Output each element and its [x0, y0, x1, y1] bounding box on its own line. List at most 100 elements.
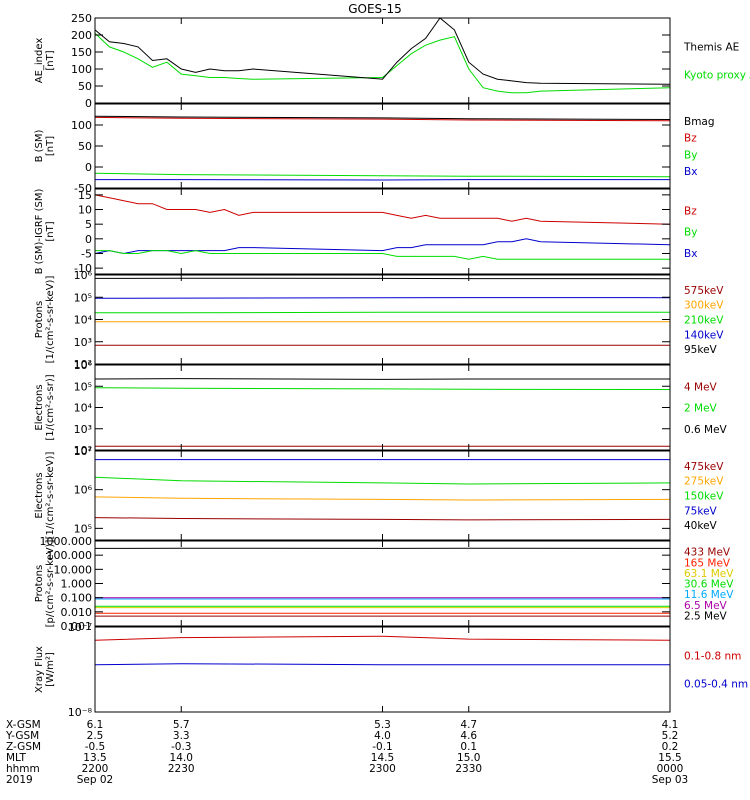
panel-frame	[94, 364, 671, 451]
y-tick-label: 10⁵	[74, 380, 92, 393]
ephem-value: -0.5	[85, 741, 106, 753]
y-axis-label: Xray Flux	[34, 646, 45, 693]
panel-xray: 10⁻⁸ 10⁻⁷ Xray Flux [W/m²] 0.1-0.8 nm 0.05-0.…	[34, 621, 748, 719]
legend-433-mev: 433 MeV	[684, 547, 731, 559]
ephem-value: -0.1	[372, 741, 393, 753]
legend-300kev: 300keV	[684, 300, 724, 312]
y-axis-label: B (SM)	[34, 129, 45, 162]
y-tick-label: 50	[78, 140, 92, 153]
legend-bz: Bz	[684, 133, 697, 145]
panel-protons1: 10² 10³ 10⁴ 10⁵ 10⁶ Protons [1/(cm²-s-sr-keV)]…	[34, 269, 724, 371]
y-tick-label: 10²	[74, 358, 92, 371]
legend-165-mev: 165 MeV	[684, 557, 731, 569]
series-line-0-6-mev	[94, 378, 670, 380]
legend-4-mev: 4 MeV	[684, 381, 718, 393]
series-line-bmag	[94, 115, 671, 120]
ephem-value: 4.0	[374, 730, 391, 742]
panel-electrons1: 10² 10³ 10⁴ 10⁵ 10⁶ Electrons [1/(cm²-s-sr)] 4 …	[34, 359, 728, 457]
y-tick-label: 10⁴	[74, 402, 93, 415]
ephem-row-label: Y-GSM	[5, 730, 39, 742]
y-axis-label: [nT]	[45, 136, 56, 156]
ephem-value: -0.3	[171, 741, 192, 753]
y-tick-label: 50	[78, 80, 92, 93]
ephem-value: 5.3	[374, 719, 391, 731]
legend-themis-ae: Themis AE	[683, 41, 739, 53]
legend-11-6-mev: 11.6 MeV	[684, 589, 734, 601]
y-tick-label: 1.000	[61, 578, 93, 591]
panel-ae: 0 50 100 150 200 250 AE_index [nT] Themis AE Kyot…	[34, 12, 750, 110]
y-tick-label: 10.000	[54, 563, 93, 576]
y-tick-label: 0	[85, 97, 92, 110]
y-tick-label: 10⁵	[74, 291, 92, 304]
ephem-value: 2200	[82, 763, 109, 775]
legend-150kev: 150keV	[684, 491, 724, 503]
legend-2-mev: 2 MeV	[684, 403, 718, 415]
y-tick-label: 1000.000	[40, 535, 93, 548]
y-tick-label: 10⁶	[74, 269, 93, 282]
ephem-value: 6.1	[87, 719, 104, 731]
ephem-row-label: hhmm	[6, 763, 40, 775]
legend-30-6-mev: 30.6 MeV	[684, 579, 734, 591]
series-line-0-1-0-8-nm	[94, 635, 671, 641]
ephem-value: 0.1	[460, 741, 477, 753]
ephem-value: 2300	[369, 763, 396, 775]
series-line-2-mev	[94, 387, 671, 390]
panel-bigrf: -10 -50 510 15 B (SM)-IGRF (SM) [nT] Bz By Bx	[34, 188, 697, 275]
y-axis-label: [nT]	[45, 221, 56, 241]
y-tick-label: 5	[85, 218, 92, 231]
y-axis-label: [1/(cm²-s-sr-keV)]	[45, 452, 56, 540]
y-tick-label: -50	[74, 182, 92, 195]
y-axis-label: AE_index	[34, 38, 45, 84]
ephemeris-table: X-GSM 6.1 5.7 5.3 4.7 4.1 Y-GSM 2.5 3.3 4.0 4.6 5.2…	[5, 719, 688, 786]
y-axis-label: [1/(cm²-s-sr-keV)]	[45, 276, 56, 364]
ephem-value: 4.6	[460, 730, 477, 742]
panel-frame	[94, 274, 671, 365]
y-tick-label: 0.100	[61, 592, 93, 605]
legend-bz: Bz	[684, 205, 697, 217]
panel-bsm: -50 0 50 100 B (SM) [nT] Bmag Bz By Bx	[34, 103, 715, 195]
series-line-kyoto-proxy-ae	[94, 32, 671, 94]
y-tick-label: 10	[78, 204, 92, 217]
legend-0-1-0-8-nm: 0.1-0.8 nm	[684, 650, 741, 662]
ephem-value: Sep 03	[652, 774, 689, 786]
legend-by: By	[684, 149, 697, 161]
legend-bx: Bx	[684, 248, 697, 260]
series-line-bz	[94, 116, 671, 122]
ephem-value: 13.5	[83, 752, 106, 764]
y-tick-label: 250	[71, 12, 92, 25]
ephem-row-label: Z-GSM	[6, 741, 41, 753]
y-tick-label: 10⁶	[74, 359, 93, 372]
series-line-0-05-0-4-nm	[94, 663, 670, 666]
ephem-value: 2230	[168, 763, 195, 775]
y-tick-label: 10³	[74, 423, 92, 436]
y-tick-label: 0	[85, 161, 92, 174]
y-axis-label: Protons	[34, 565, 45, 602]
series-line-150kev	[94, 476, 671, 485]
series-line-210kev	[95, 311, 670, 314]
y-axis-label: [nT]	[45, 50, 56, 70]
ephem-value: 15.5	[658, 752, 681, 764]
y-tick-label: 10²	[74, 444, 92, 457]
legend-575kev: 575keV	[684, 285, 724, 297]
y-tick-label: 0.010	[61, 606, 93, 619]
legend-bx: Bx	[684, 166, 697, 178]
y-axis-label: [1/(cm²-s-sr)]	[45, 374, 56, 440]
legend-63-1-mev: 63.1 MeV	[684, 568, 734, 580]
plot-title: GOES-15	[348, 2, 402, 16]
y-tick-label: 150	[71, 46, 92, 59]
y-tick-label: 10³	[74, 336, 92, 349]
ephem-value: 5.7	[173, 719, 190, 731]
legend-475kev: 475keV	[684, 461, 724, 473]
series-line-by	[94, 172, 671, 178]
legend-0-6-mev: 0.6 MeV	[684, 424, 728, 436]
series-line-140kev	[94, 297, 671, 299]
series-line-by	[95, 250, 670, 260]
y-axis-label: [W/m²]	[45, 652, 56, 687]
legend-140kev: 140keV	[684, 329, 724, 341]
ephem-value: 4.7	[460, 719, 477, 731]
y-tick-label: 15	[78, 189, 92, 202]
y-tick-label: -5	[81, 247, 92, 260]
